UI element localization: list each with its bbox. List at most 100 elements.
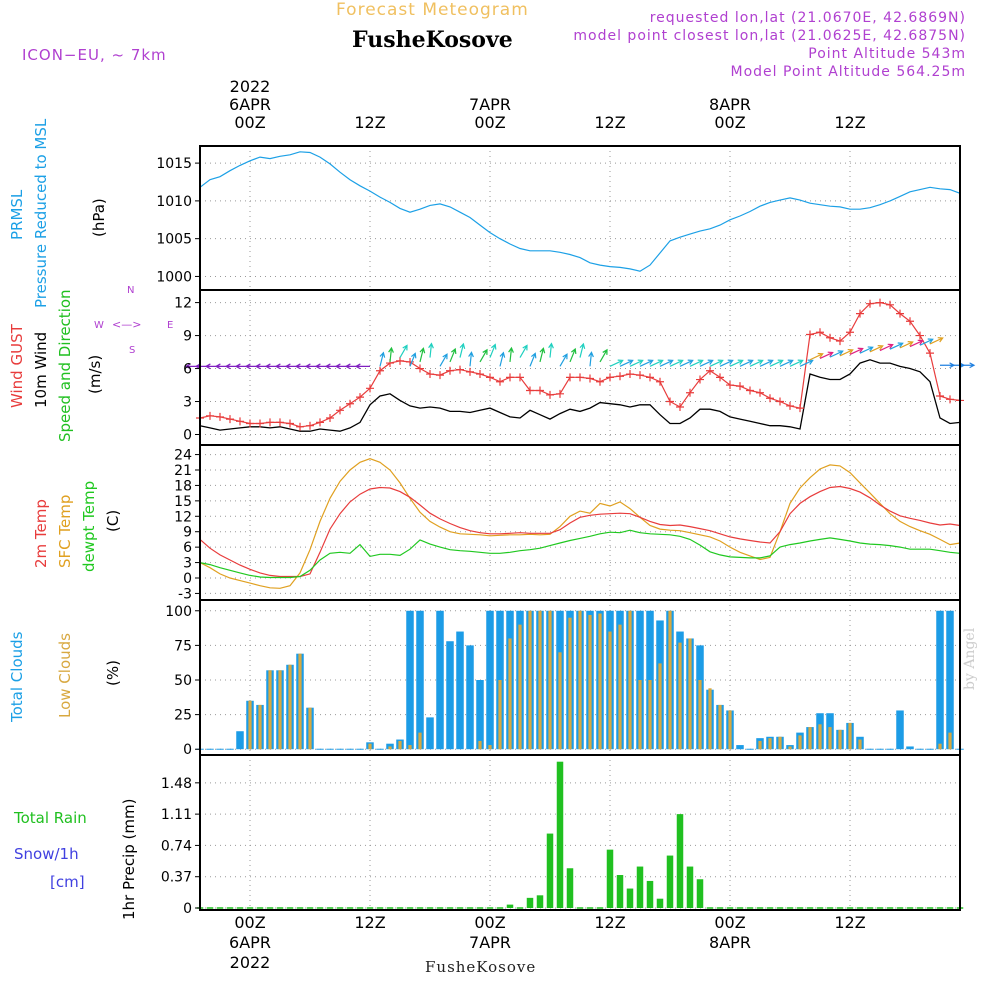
low-cloud-bar — [698, 680, 702, 750]
wind-direction-arrow — [609, 359, 624, 367]
point-altitude: Point Altitude 543m — [808, 46, 966, 62]
wind-direction-arrow — [809, 352, 824, 361]
footer-location: FusheKosove — [425, 958, 537, 976]
y-tick-label: 21 — [174, 463, 192, 479]
y-tick-label: 15 — [174, 494, 192, 510]
wind-direction-arrow — [388, 346, 394, 363]
low-cloud-bar — [258, 704, 262, 750]
wind10m-label: 10m Wind — [32, 331, 50, 408]
low-cloud-bar — [278, 670, 282, 750]
tick-label-layer: 1000100510101015036912-30369121518212402… — [156, 77, 865, 972]
y-tick-label: 1000 — [156, 269, 192, 285]
rain-bar — [676, 814, 684, 908]
total-cloud-bar — [476, 680, 484, 750]
wind-direction-arrow — [629, 359, 644, 367]
rain-bar — [606, 849, 614, 908]
y-tick-label: 75 — [174, 638, 192, 654]
bottom-time-label: 00Z — [234, 913, 265, 932]
snow-label: Snow/1h — [14, 845, 79, 863]
gust-marker — [376, 366, 384, 375]
gust-marker — [256, 419, 264, 428]
gust-marker — [686, 388, 694, 397]
gust-marker — [946, 395, 954, 404]
gust-marker — [506, 373, 514, 382]
low-cloud-bar — [268, 670, 272, 750]
gust-marker — [716, 373, 724, 382]
rain-bar — [696, 879, 704, 908]
low-cloud-bar — [768, 738, 772, 750]
low-cloud-bar — [568, 617, 572, 750]
total-cloud-bar — [426, 717, 434, 750]
gust-marker — [476, 370, 484, 379]
compass-south: S — [129, 345, 136, 356]
gust-marker — [616, 372, 624, 381]
bottom-time-label: 6APR — [229, 933, 271, 952]
y-tick-label: 25 — [174, 708, 192, 724]
y-tick-label: 0 — [183, 742, 192, 758]
y-tick-label: 18 — [174, 478, 192, 494]
clouds-unit: (%) — [104, 660, 122, 686]
y-tick-label: -3 — [178, 586, 192, 602]
gust-marker — [246, 419, 254, 428]
rain-bar — [616, 875, 624, 908]
wind-direction-arrow — [579, 342, 586, 358]
rain-bar — [556, 761, 564, 908]
gust-marker — [326, 414, 334, 423]
low-cloud-bar — [938, 743, 942, 750]
wind-direction-arrow — [709, 359, 724, 367]
total-cloud-bar — [486, 610, 494, 750]
top-time-label: 6APR — [229, 95, 271, 114]
wind-direction-arrow — [719, 359, 734, 367]
y-tick-label: 9 — [183, 329, 192, 345]
low-cloud-bar — [778, 736, 782, 750]
gust-marker — [236, 417, 244, 426]
wind-direction-arrow — [479, 348, 488, 363]
gust-marker — [666, 397, 674, 406]
low-cloud-bar — [588, 614, 592, 750]
low-cloud-bar — [418, 732, 422, 750]
wind-direction-arrow — [659, 359, 674, 367]
gust-marker — [306, 421, 314, 430]
model-name: ICON−EU, ~ 7km — [22, 46, 167, 64]
wind-arrow-layer — [184, 337, 976, 370]
total-cloud-bar — [896, 710, 904, 750]
total-cloud-bar — [446, 641, 454, 750]
wind-direction-arrow — [759, 359, 774, 367]
gust-marker — [706, 366, 714, 375]
gust-marker — [886, 300, 894, 309]
rain-bar — [626, 888, 634, 908]
bottom-time-label: 12Z — [594, 913, 625, 932]
rain-bar — [536, 895, 544, 908]
gust-marker — [916, 331, 924, 340]
wind-direction-arrow — [468, 351, 474, 367]
low-cloud-bar — [798, 735, 802, 750]
wind-direction-arrow — [379, 351, 386, 367]
gust-marker — [836, 337, 844, 346]
top-time-label: 12Z — [834, 113, 865, 132]
low-cloud-bar — [598, 613, 602, 750]
gust-marker — [656, 377, 664, 386]
gust-marker — [626, 370, 634, 379]
y-tick-label: 24 — [174, 448, 192, 464]
rain-bar — [566, 868, 574, 908]
y-tick-label: 6 — [183, 362, 192, 378]
y-tick-label: 12 — [174, 296, 192, 312]
y-tick-label: 1005 — [156, 232, 192, 248]
wind-direction-arrow — [799, 359, 814, 367]
rain-bar — [506, 904, 514, 908]
wind-direction-arrow — [519, 344, 528, 358]
gust-line — [199, 301, 961, 428]
y-tick-label: 9 — [183, 525, 192, 541]
gust-marker — [826, 333, 834, 342]
wind-direction-arrow — [869, 345, 884, 353]
precip-axis-label: 1hr Precip (mm) — [120, 798, 138, 920]
model-point-altitude: Model Point Altitude 564.25m — [730, 64, 966, 80]
gust-marker — [576, 373, 584, 382]
low-cloud-bar — [298, 653, 302, 750]
wind-direction-arrow — [739, 359, 754, 367]
low-cloud-bar — [288, 664, 292, 750]
low-cloud-bar — [528, 610, 532, 750]
dewpt-line — [199, 529, 961, 579]
bottom-time-label: 2022 — [230, 953, 271, 972]
gust-marker — [296, 422, 304, 431]
